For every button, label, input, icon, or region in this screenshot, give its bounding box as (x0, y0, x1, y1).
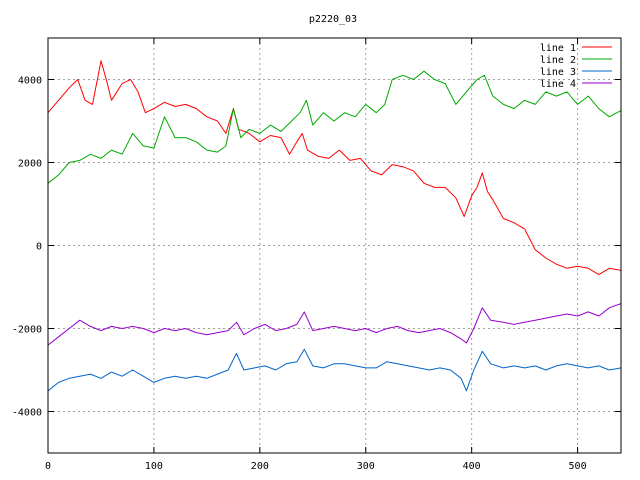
series-line-2 (47, 70, 622, 184)
y-tick-label: 4000 (18, 76, 42, 87)
x-axis-ticks: 0 100 200 300 400 500 (45, 38, 587, 472)
series-line-3 (47, 348, 622, 392)
series-line-1 (47, 60, 622, 276)
x-tick-label: 0 (45, 461, 51, 472)
legend-label-4: line 4 (540, 79, 576, 90)
series-line-4 (47, 303, 622, 346)
legend-label-1: line 1 (540, 43, 576, 54)
x-tick-label: 400 (463, 461, 481, 472)
x-tick-label: 300 (357, 461, 375, 472)
y-tick-label: 2000 (18, 159, 42, 170)
x-tick-label: 100 (145, 461, 163, 472)
chart-title: p2220_03 (309, 14, 357, 25)
y-tick-label: -4000 (12, 408, 42, 419)
y-axis-ticks: -4000 -2000 0 2000 4000 (12, 76, 621, 419)
series-group (47, 60, 622, 392)
x-tick-label: 200 (251, 461, 269, 472)
legend-label-3: line 3 (540, 67, 576, 78)
legend-label-2: line 2 (540, 55, 576, 66)
y-tick-label: -2000 (12, 325, 42, 336)
x-tick-label: 500 (569, 461, 587, 472)
y-tick-label: 0 (36, 242, 42, 253)
